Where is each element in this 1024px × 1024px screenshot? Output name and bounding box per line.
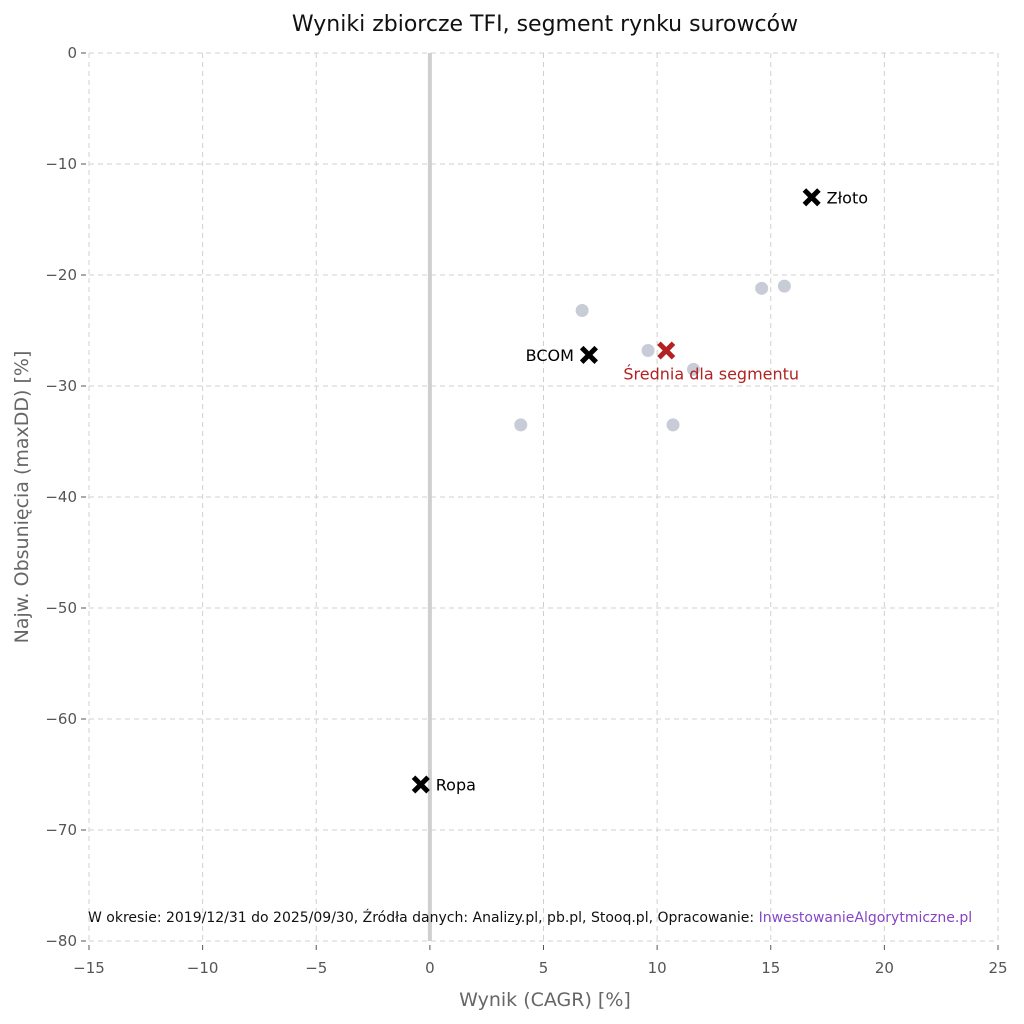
x-axis-label: Wynik (CAGR) [%]: [459, 989, 631, 1011]
ticks: −15 −10 −5 0 5 10 15 20 250−10−20−30−40−50−60−70…: [45, 44, 1007, 977]
fund-point: [755, 281, 769, 295]
y-tick-label: −50: [45, 599, 77, 617]
footnote-text: W okresie: 2019/12/31 do 2025/09/30, Źró…: [88, 908, 759, 926]
x-tick-label: 20: [875, 959, 894, 977]
x-tick-label: −15: [73, 959, 105, 977]
benchmark-label: Złoto: [827, 188, 868, 207]
footnote: W okresie: 2019/12/31 do 2025/09/30, Źró…: [88, 908, 972, 926]
x-tick-label: −10: [187, 959, 219, 977]
fund-point: [514, 418, 528, 432]
footnote-link[interactable]: InwestowanieAlgorytmiczne.pl: [759, 910, 973, 926]
x-tick-label: −5: [305, 959, 327, 977]
chart-title: Wyniki zbiorcze TFI, segment rynku surow…: [292, 12, 798, 37]
y-tick-label: 0: [67, 44, 77, 62]
y-tick-label: −20: [45, 266, 77, 284]
y-tick-label: −10: [45, 155, 77, 173]
benchmark-marker: [579, 345, 598, 364]
marks: Złoto BCOM Ropa Średnia dla segmentu: [411, 188, 868, 794]
fund-point: [777, 279, 791, 293]
grid: [88, 52, 999, 942]
average-marker: [657, 341, 676, 360]
benchmark-label: BCOM: [526, 346, 574, 365]
fund-point: [666, 418, 680, 432]
x-tick-label: 0: [425, 959, 435, 977]
y-tick-label: −40: [45, 488, 77, 506]
benchmark-marker: [802, 188, 821, 207]
fund-point: [686, 362, 700, 376]
y-tick-label: −30: [45, 377, 77, 395]
x-tick-label: 25: [988, 959, 1007, 977]
fund-point: [575, 304, 589, 318]
y-tick-label: −80: [45, 932, 77, 950]
x-tick-label: 5: [539, 959, 549, 977]
fund-point: [641, 343, 655, 357]
y-tick-label: −70: [45, 821, 77, 839]
benchmark-marker: [411, 775, 430, 794]
benchmark-label: Ropa: [436, 775, 476, 794]
y-axis-label: Najw. Obsunięcia (maxDD) [%]: [11, 351, 33, 644]
x-tick-label: 10: [648, 959, 667, 977]
average-label: Średnia dla segmentu: [623, 364, 799, 383]
y-tick-label: −60: [45, 710, 77, 728]
x-tick-label: 15: [761, 959, 780, 977]
